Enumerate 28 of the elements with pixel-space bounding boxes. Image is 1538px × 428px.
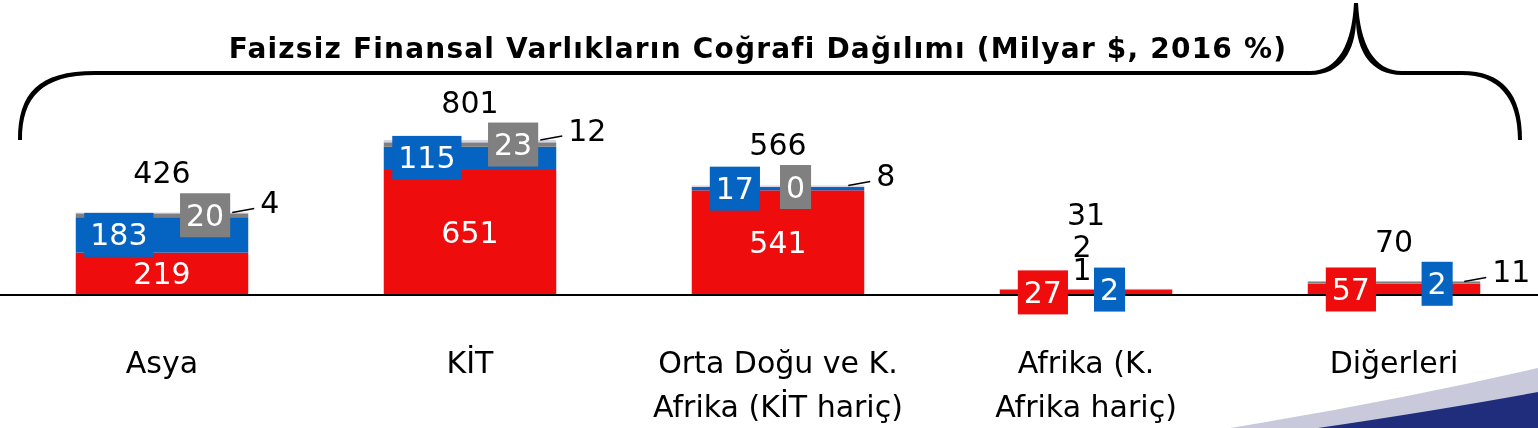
total-label: 426 [133, 155, 191, 191]
total-label: 566 [749, 127, 807, 163]
x-tick-label: KİT [446, 345, 495, 380]
data-label: 115 [398, 140, 456, 176]
total-label: 801 [441, 84, 499, 120]
data-label: 4 [260, 185, 280, 221]
data-label: 23 [494, 127, 533, 163]
x-tick-label: Diğerleri [1329, 345, 1459, 380]
data-label: 183 [90, 217, 148, 253]
data-label: 11 [1492, 253, 1531, 289]
total-label: 70 [1374, 223, 1414, 259]
data-label: 57 [1331, 271, 1370, 307]
x-tick-label: Asya [125, 345, 199, 380]
data-label: 8 [876, 157, 896, 193]
data-label: 2 [1427, 266, 1447, 302]
data-label: 20 [186, 197, 225, 233]
data-label: 0 [785, 169, 806, 205]
data-label: 219 [133, 256, 191, 292]
total-label: 31 [1066, 196, 1106, 232]
data-label: 12 [568, 112, 607, 148]
data-label: 27 [1023, 274, 1062, 310]
data-label: 651 [441, 214, 499, 250]
x-tick-label: Orta Doğu ve K. Afrika (KİT hariç) [653, 345, 903, 424]
data-label: 2 [1099, 272, 1120, 308]
data-label: 541 [749, 225, 807, 261]
x-tick-label: Afrika (K. Afrika hariç) [995, 345, 1177, 424]
chart-title: Faizsiz Finansal Varlıkların Coğrafi Dağılımı (Milyar $, 2016 %) [228, 32, 1288, 65]
data-label: 17 [715, 171, 754, 207]
